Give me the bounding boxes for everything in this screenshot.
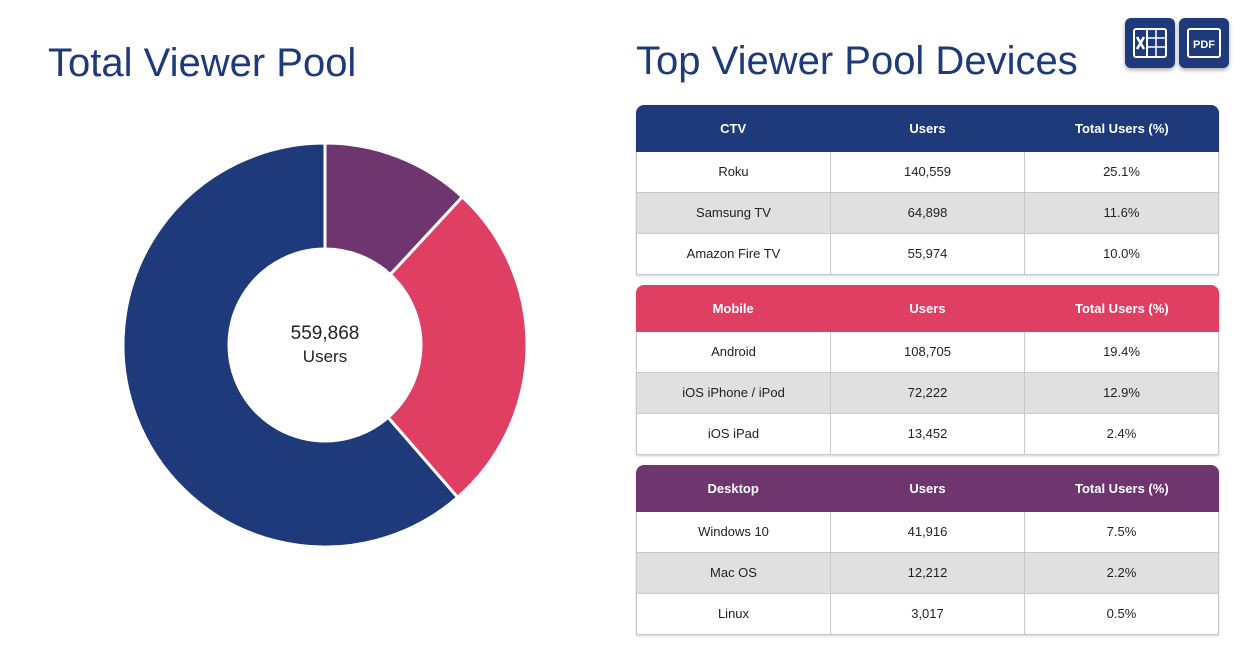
header-users: Users	[909, 121, 946, 136]
pdf-icon: PDF	[1187, 28, 1221, 58]
ctv-table: CTV Users Total Users (%) Roku 140,559 2…	[636, 105, 1219, 275]
table-row: iOS iPad 13,452 2.4%	[636, 414, 1219, 455]
donut-svg	[121, 141, 529, 549]
device-users: 13,452	[831, 414, 1025, 454]
device-name: Linux	[637, 594, 831, 634]
desktop-table: Desktop Users Total Users (%) Windows 10…	[636, 465, 1219, 635]
devices-title: Top Viewer Pool Devices	[636, 39, 1078, 83]
device-percent: 7.5%	[1106, 524, 1137, 539]
device-name: iOS iPhone / iPod	[637, 373, 831, 413]
device-percent: 25.1%	[1103, 164, 1140, 179]
donut-slice-mobile[interactable]	[385, 194, 529, 500]
table-header: CTV Users Total Users (%)	[636, 105, 1219, 152]
device-percent: 19.4%	[1103, 344, 1140, 359]
device-users: 64,898	[831, 193, 1025, 233]
device-name: Roku	[637, 152, 831, 192]
export-pdf-button[interactable]: PDF	[1179, 18, 1229, 68]
donut-chart: 559,868 Users	[120, 140, 530, 550]
device-percent: 0.5%	[1106, 606, 1137, 621]
table-row: Roku 140,559 25.1%	[636, 152, 1219, 193]
pdf-label: PDF	[1193, 39, 1215, 51]
table-row: Android 108,705 19.4%	[636, 332, 1219, 373]
table-row: Mac OS 12,212 2.2%	[636, 553, 1219, 594]
device-name: Android	[637, 332, 831, 372]
table-row: iOS iPhone / iPod 72,222 12.9%	[636, 373, 1219, 414]
header-category: Desktop	[707, 481, 759, 496]
header-users: Users	[909, 301, 946, 316]
device-name: Mac OS	[637, 553, 831, 593]
device-name: iOS iPad	[637, 414, 831, 454]
device-users: 140,559	[831, 152, 1025, 192]
device-users: 12,212	[831, 553, 1025, 593]
header-percent: Total Users (%)	[1074, 121, 1169, 136]
device-percent: 12.9%	[1103, 385, 1140, 400]
device-percent: 2.2%	[1106, 565, 1137, 580]
header-category: CTV	[720, 121, 747, 136]
export-excel-button[interactable]	[1125, 18, 1175, 68]
chart-title: Total Viewer Pool	[48, 41, 357, 85]
header-percent: Total Users (%)	[1074, 481, 1169, 496]
excel-icon	[1133, 28, 1167, 58]
table-header: Desktop Users Total Users (%)	[636, 465, 1219, 512]
device-users: 3,017	[831, 594, 1025, 634]
device-name: Samsung TV	[637, 193, 831, 233]
device-percent: 11.6%	[1103, 205, 1140, 220]
device-users: 55,974	[831, 234, 1025, 274]
device-name: Windows 10	[637, 512, 831, 552]
mobile-table: Mobile Users Total Users (%) Android 108…	[636, 285, 1219, 455]
donut-slice-ctv[interactable]	[121, 141, 460, 549]
header-percent: Total Users (%)	[1074, 301, 1169, 316]
header-category: Mobile	[712, 301, 754, 316]
device-percent: 2.4%	[1106, 426, 1137, 441]
device-percent: 10.0%	[1103, 246, 1140, 261]
table-header: Mobile Users Total Users (%)	[636, 285, 1219, 332]
table-row: Linux 3,017 0.5%	[636, 594, 1219, 635]
header-users: Users	[909, 481, 946, 496]
table-row: Amazon Fire TV 55,974 10.0%	[636, 234, 1219, 275]
device-users: 72,222	[831, 373, 1025, 413]
table-row: Windows 10 41,916 7.5%	[636, 512, 1219, 553]
table-row: Samsung TV 64,898 11.6%	[636, 193, 1219, 234]
device-name: Amazon Fire TV	[637, 234, 831, 274]
device-users: 41,916	[831, 512, 1025, 552]
device-users: 108,705	[831, 332, 1025, 372]
